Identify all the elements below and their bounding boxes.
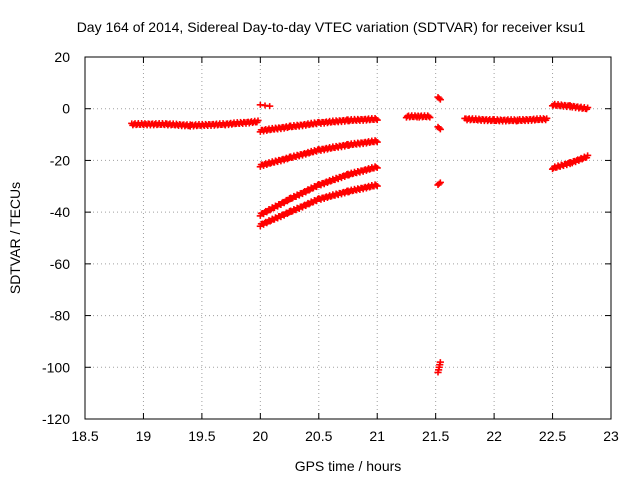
data-points [128, 94, 592, 376]
series-track-h [434, 94, 444, 103]
series-track-l [461, 115, 551, 125]
series-track-n [548, 152, 592, 173]
y-axis-label: SDTVAR / TECUs [7, 182, 23, 294]
series-track-a [128, 117, 262, 130]
series-track-k [434, 359, 444, 376]
y-tick-label: 20 [54, 49, 70, 65]
x-tick-labels: 18.5 19 19.5 20 20.5 21 21.5 22 22.5 23 [71, 428, 619, 444]
axis-ticks [84, 56, 612, 420]
x-tick-label: 20.5 [305, 428, 332, 444]
x-tick-label: 18.5 [71, 428, 98, 444]
x-tick-label: 22 [486, 428, 502, 444]
y-tick-label: -40 [50, 204, 70, 220]
x-tick-label: 19 [136, 428, 152, 444]
series-track-j [434, 179, 444, 188]
y-tick-label: -80 [50, 308, 70, 324]
x-axis-label: GPS time / hours [295, 458, 402, 474]
x-tick-label: 19.5 [188, 428, 215, 444]
x-tick-label: 20 [253, 428, 269, 444]
x-tick-label: 21.5 [422, 428, 449, 444]
x-tick-label: 23 [603, 428, 619, 444]
y-tick-label: -100 [42, 359, 70, 375]
series-track-b [256, 101, 274, 110]
chart-title: Day 164 of 2014, Sidereal Day-to-day VTE… [77, 19, 586, 35]
series-track-g [402, 112, 434, 121]
series-track-e [256, 163, 381, 219]
x-tick-label: 21 [369, 428, 385, 444]
series-track-d [256, 137, 381, 170]
grid-lines [85, 57, 611, 419]
x-tick-label: 22.5 [539, 428, 566, 444]
y-tick-label: 0 [62, 101, 70, 117]
series-track-c [256, 115, 381, 135]
series-track-f [256, 181, 381, 230]
y-tick-label: -120 [42, 411, 70, 427]
series-track-i [434, 123, 444, 133]
y-tick-label: -60 [50, 256, 70, 272]
y-tick-label: -20 [50, 152, 70, 168]
y-tick-labels: 20 0 -20 -40 -60 -80 -100 -120 [42, 49, 70, 427]
series-track-m [548, 100, 592, 113]
plot-frame [84, 56, 612, 420]
